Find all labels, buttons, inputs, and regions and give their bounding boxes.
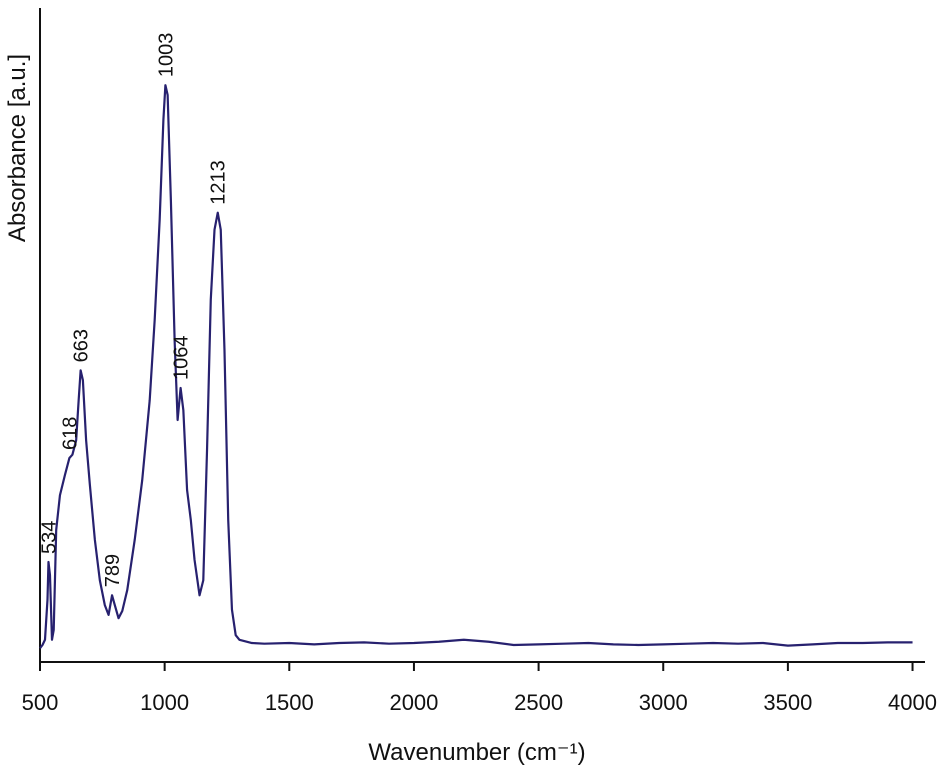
peak-label: 534 [38,521,60,554]
x-tick-label: 1500 [265,690,314,715]
peak-label: 1213 [208,160,230,205]
x-tick-label: 3000 [639,690,688,715]
x-tick-label: 3500 [763,690,812,715]
peak-label: 663 [71,329,93,362]
peak-label: 618 [59,417,81,450]
y-axis-label: Absorbance [a.u.] [4,54,31,242]
x-tick-label: 4000 [888,690,937,715]
spectrum-line [39,84,913,649]
peak-label: 789 [102,554,124,587]
x-tick-label: 500 [22,690,59,715]
x-axis-label: Wavenumber (cm⁻¹) [368,739,585,766]
peak-label: 1064 [171,335,193,380]
x-tick-label: 1000 [140,690,189,715]
peak-label: 1003 [155,33,177,78]
x-tick-label: 2500 [514,690,563,715]
x-tick-label: 2000 [389,690,438,715]
